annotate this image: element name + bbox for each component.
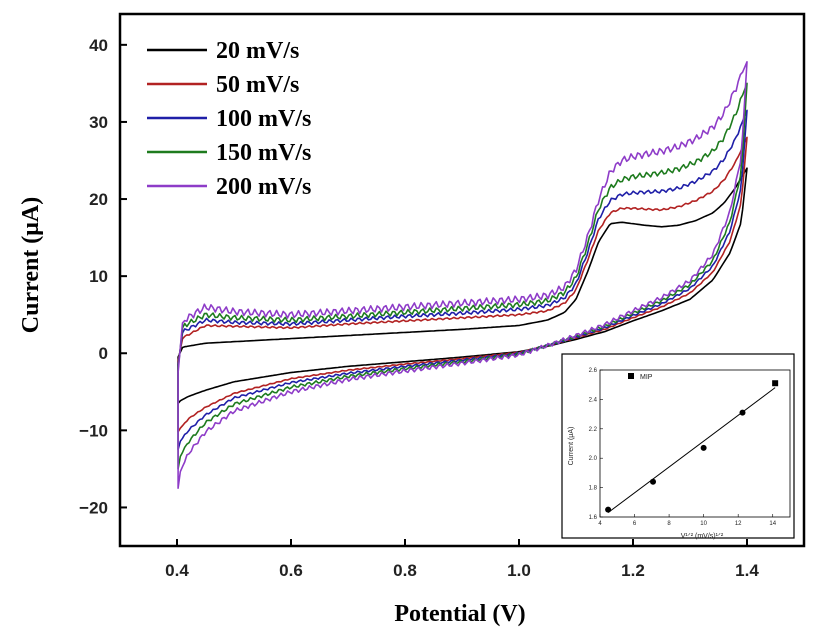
y-tick-label: 0	[99, 344, 108, 363]
inset-y-axis-title: Current (μA)	[568, 427, 575, 466]
y-axis-title: Current (μA)	[18, 197, 44, 333]
inset-y-tick-label: 2.6	[589, 368, 598, 374]
x-axis-ticks: 0.4 0.6 0.8 1.0 1.2 1.4	[165, 539, 759, 580]
inset-background	[561, 353, 795, 539]
y-tick-label: 20	[89, 190, 108, 209]
inset-point	[650, 478, 657, 485]
x-tick-label: 1.0	[507, 561, 531, 580]
inset-x-tick-label: 8	[667, 521, 671, 527]
cv-curve-100mvs	[177, 109, 748, 451]
legend-label: 20 mV/s	[216, 38, 299, 64]
inset-legend-marker	[628, 373, 634, 379]
inset-plot: 4 6 8 10 12 14 1.6 1.8 2.0 2.2 2.4 2.6 MIP V¹ᐟ² (mV…	[561, 353, 795, 540]
cv-curve-200mvs	[177, 61, 748, 489]
legend: 20 mV/s 50 mV/s 100 mV/s 150 mV/s 200 mV/s	[147, 38, 311, 200]
inset-point	[772, 380, 779, 387]
plot-frame	[118, 12, 806, 548]
x-tick-label: 0.6	[279, 561, 303, 580]
x-axis-title: Potential (V)	[394, 601, 525, 627]
inset-x-tick-label: 10	[700, 521, 707, 527]
cv-curve-50mvs	[177, 136, 748, 433]
inset-y-tick-label: 2.2	[589, 427, 598, 433]
x-tick-label: 0.4	[165, 561, 189, 580]
inset-y-tick-label: 2.4	[589, 397, 598, 403]
legend-label: 200 mV/s	[216, 174, 311, 200]
y-tick-label: 30	[89, 113, 108, 132]
inset-x-tick-label: 14	[769, 521, 776, 527]
inset-axis-ticks: 4 6 8 10 12 14 1.6 1.8 2.0 2.2 2.4 2.6	[589, 368, 791, 527]
y-tick-label: 10	[89, 267, 108, 286]
inset-point	[739, 409, 746, 416]
main-plot: 0.4 0.6 0.8 1.0 1.2 1.4 −20 −10 0 10 20 30 40 Poten…	[18, 12, 806, 627]
legend-label: 100 mV/s	[216, 106, 311, 132]
legend-label: 50 mV/s	[216, 72, 299, 98]
inset-y-tick-label: 1.6	[589, 515, 598, 521]
inset-fit-line	[607, 387, 776, 513]
inset-point	[700, 444, 707, 451]
inset-y-tick-label: 1.8	[589, 486, 598, 492]
y-tick-label: 40	[89, 36, 108, 55]
inset-x-tick-label: 4	[598, 521, 602, 527]
inset-frame	[599, 369, 791, 518]
inset-x-axis-title: V¹ᐟ² (mV/s)¹ᐟ²	[681, 533, 724, 540]
inset-legend-label: MIP	[640, 374, 653, 381]
inset-y-tick-label: 2.0	[589, 456, 598, 462]
y-tick-label: −20	[79, 498, 108, 517]
inset-point	[605, 506, 612, 513]
x-tick-label: 1.4	[735, 561, 759, 580]
inset-x-tick-label: 12	[735, 521, 742, 527]
inset-x-tick-label: 6	[633, 521, 637, 527]
cv-curve-20mvs	[177, 167, 748, 405]
curves-group	[177, 61, 748, 489]
y-axis-ticks: −20 −10 0 10 20 30 40	[79, 36, 127, 517]
legend-label: 150 mV/s	[216, 140, 311, 166]
x-tick-label: 1.2	[621, 561, 645, 580]
x-tick-label: 0.8	[393, 561, 417, 580]
inset-points	[605, 380, 779, 513]
y-tick-label: −10	[79, 421, 108, 440]
